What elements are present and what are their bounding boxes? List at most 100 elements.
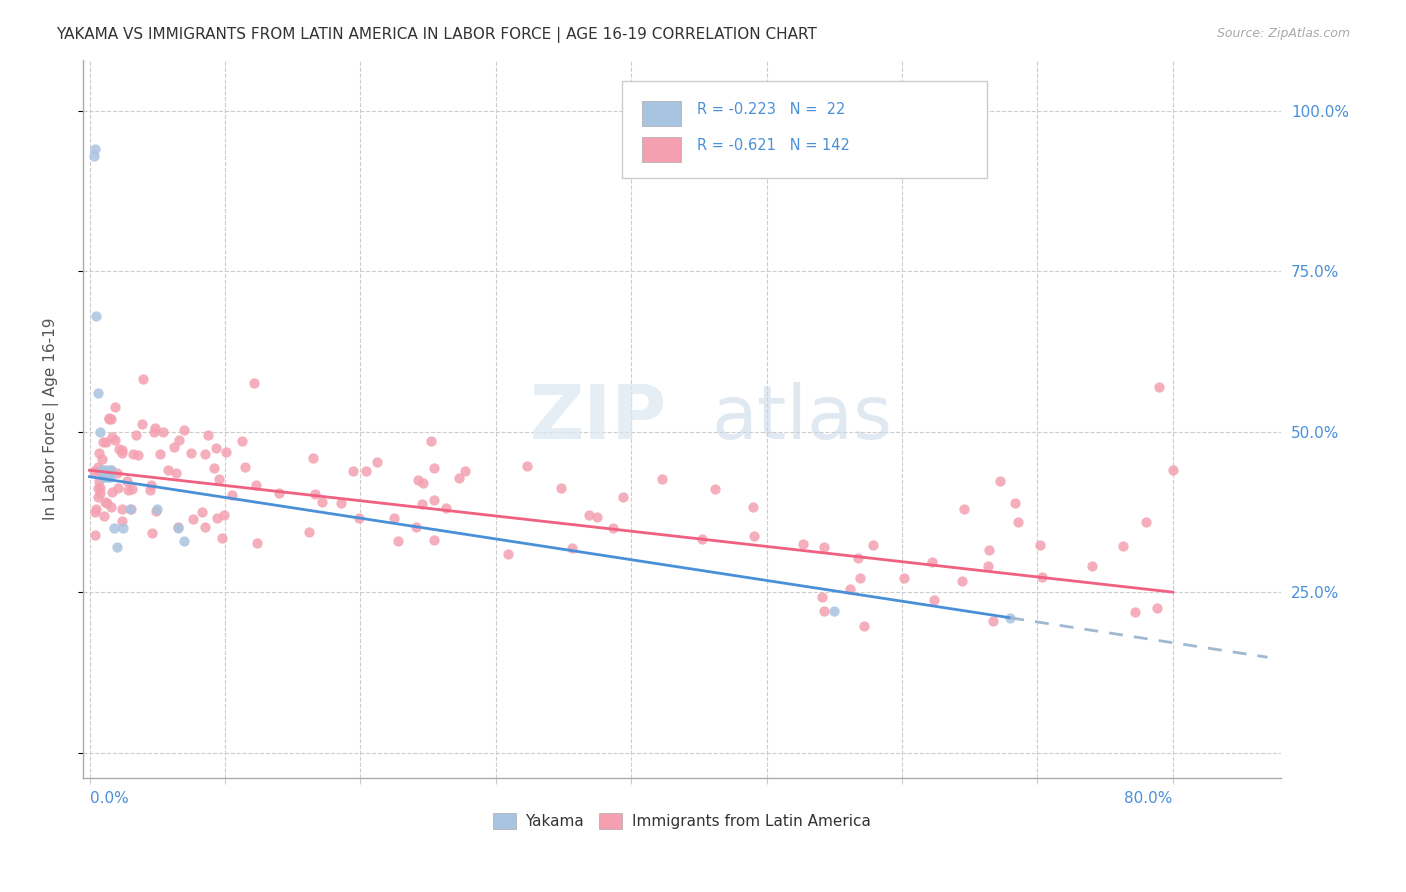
Point	[167, 520, 190, 534]
Point	[703, 483, 725, 497]
Point	[406, 473, 429, 487]
Point	[298, 524, 321, 539]
Point	[103, 521, 125, 535]
Point	[382, 510, 405, 524]
Point	[447, 471, 470, 485]
Point	[104, 401, 127, 415]
Point	[91, 469, 114, 483]
Point	[979, 543, 1001, 558]
Y-axis label: In Labor Force | Age 16-19: In Labor Force | Age 16-19	[44, 318, 59, 520]
Point	[1135, 515, 1157, 529]
Point	[111, 514, 134, 528]
Point	[202, 461, 225, 475]
Point	[952, 501, 974, 516]
Point	[145, 504, 167, 518]
Point	[862, 538, 884, 552]
Point	[197, 427, 219, 442]
Point	[211, 531, 233, 545]
Text: YAKAMA VS IMMIGRANTS FROM LATIN AMERICA IN LABOR FORCE | AGE 16-19 CORRELATION C: YAKAMA VS IMMIGRANTS FROM LATIN AMERICA …	[56, 27, 817, 43]
Point	[823, 604, 845, 618]
Point	[111, 446, 134, 460]
Point	[191, 505, 214, 519]
Point	[246, 536, 269, 550]
Point	[692, 532, 714, 546]
Point	[120, 501, 142, 516]
Point	[105, 466, 128, 480]
Point	[117, 483, 139, 497]
Point	[950, 574, 973, 589]
Point	[149, 447, 172, 461]
Point	[356, 465, 378, 479]
Point	[173, 533, 195, 548]
Point	[742, 500, 765, 514]
Point	[215, 445, 238, 459]
Point	[304, 487, 326, 501]
Point	[194, 447, 217, 461]
Point	[233, 460, 256, 475]
Point	[87, 481, 110, 495]
Point	[96, 496, 118, 510]
Text: R = -0.223   N =  22: R = -0.223 N = 22	[697, 103, 846, 118]
Point	[208, 472, 231, 486]
Point	[166, 521, 188, 535]
Point	[152, 425, 174, 439]
Point	[612, 490, 634, 504]
Point	[411, 476, 433, 491]
Point	[602, 521, 624, 535]
Point	[811, 590, 834, 604]
Point	[100, 484, 122, 499]
Point	[1031, 570, 1053, 584]
Point	[411, 497, 433, 511]
Point	[90, 463, 112, 477]
FancyBboxPatch shape	[621, 81, 987, 178]
Point	[97, 412, 120, 426]
Point	[1004, 496, 1026, 510]
Point	[94, 469, 117, 483]
Point	[420, 434, 443, 448]
Point	[104, 433, 127, 447]
Point	[96, 463, 118, 477]
Point	[586, 510, 609, 524]
Point	[121, 482, 143, 496]
Point	[366, 455, 388, 469]
Point	[990, 474, 1012, 488]
Point	[311, 494, 333, 508]
Point	[143, 420, 166, 434]
Point	[977, 559, 1000, 574]
Point	[93, 495, 115, 509]
Point	[921, 555, 943, 569]
Point	[347, 511, 370, 525]
Text: 0.0%: 0.0%	[90, 791, 128, 806]
FancyBboxPatch shape	[643, 102, 681, 127]
Point	[893, 571, 915, 585]
Point	[98, 411, 121, 425]
Point	[194, 520, 217, 534]
Point	[329, 496, 352, 510]
Point	[122, 447, 145, 461]
Point	[792, 537, 814, 551]
Point	[1081, 559, 1104, 574]
Point	[86, 386, 108, 401]
Point	[1000, 611, 1022, 625]
Point	[89, 425, 111, 439]
Point	[204, 442, 226, 456]
Point	[1161, 463, 1184, 477]
Point	[84, 528, 107, 542]
Point	[838, 582, 860, 596]
Point	[342, 464, 364, 478]
Point	[141, 525, 163, 540]
Point	[108, 442, 131, 456]
Point	[93, 509, 115, 524]
Point	[143, 425, 166, 439]
Point	[98, 469, 121, 483]
Point	[848, 570, 870, 584]
Point	[205, 511, 228, 525]
Point	[89, 481, 111, 495]
Point	[84, 502, 107, 516]
Point	[89, 486, 111, 500]
Point	[91, 465, 114, 479]
Point	[422, 493, 444, 508]
Point	[100, 463, 122, 477]
Point	[105, 540, 128, 554]
Point	[167, 433, 190, 447]
